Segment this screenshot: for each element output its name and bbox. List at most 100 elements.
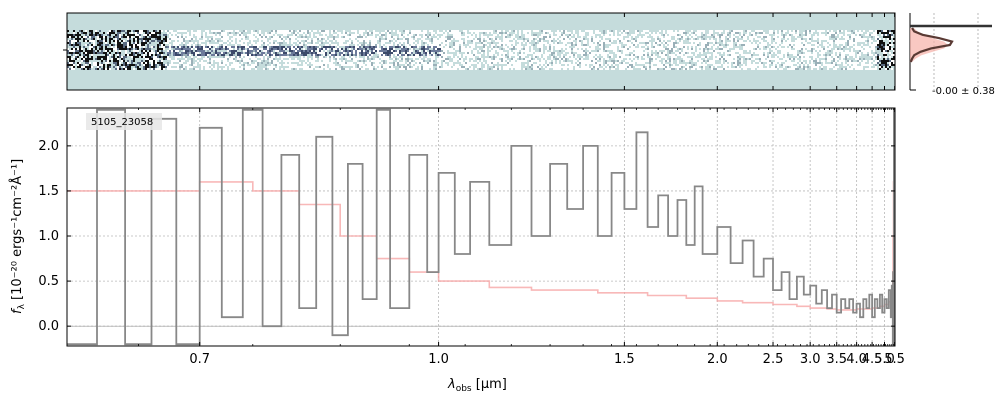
spectrum-2d-pixel [613,64,615,66]
spectrum-2d-pixel [177,56,179,58]
spectrum-2d-pixel [283,46,285,48]
spectrum-2d-pixel [435,50,437,52]
spectrum-2d-pixel [89,58,91,60]
spectrum-2d-pixel [413,66,415,68]
spectrum-2d-pixel [271,48,273,50]
spectrum-2d-pixel [511,48,513,50]
spectrum-2d-pixel [535,34,537,36]
spectrum-2d-pixel [195,34,197,36]
spectrum-2d-pixel [363,30,365,32]
spectrum-2d-pixel [291,66,293,68]
spectrum-2d-pixel [619,48,621,50]
spectrum-2d-pixel [451,54,453,56]
spectrum-2d-pixel [775,38,777,40]
spectrum-2d-pixel [519,52,521,54]
spectrum-2d-pixel [797,42,799,44]
spectrum-2d-pixel [757,68,759,70]
spectrum-2d-pixel [139,30,141,32]
spectrum-2d-pixel [375,44,377,46]
spectrum-2d-pixel [621,40,623,42]
spectrum-2d-pixel [719,32,721,34]
spectrum-2d-pixel [587,68,589,70]
spectrum-2d-pixel [473,30,475,32]
spectrum-2d-pixel [433,54,435,56]
spectrum-2d-pixel [561,38,563,40]
spectrum-2d-pixel [697,34,699,36]
spectrum-2d-pixel [353,38,355,40]
spectrum-2d-pixel [685,48,687,50]
spectrum-2d-pixel [663,32,665,34]
spectrum-2d-pixel [127,62,129,64]
spectrum-2d-pixel [133,54,135,56]
spectrum-2d-pixel [383,58,385,60]
spectrum-2d-pixel [229,46,231,48]
spectrum-2d-pixel [479,40,481,42]
spectrum-2d-pixel [119,62,121,64]
spectrum-2d-pixel [803,42,805,44]
spectrum-2d-pixel [759,30,761,32]
spectrum-2d-pixel [373,36,375,38]
spectrum-2d-pixel [337,68,339,70]
spectrum-2d-pixel [417,36,419,38]
spectrum-2d-pixel [283,48,285,50]
spectrum-2d-pixel [123,62,125,64]
spectrum-2d-pixel [235,32,237,34]
spectrum-2d-pixel [271,36,273,38]
spectrum-2d-pixel [643,52,645,54]
spectrum-2d-pixel [721,62,723,64]
spectrum-2d-pixel [743,36,745,38]
spectrum-2d-pixel [435,68,437,70]
spectrum-2d-pixel [275,54,277,56]
spectrum-2d-pixel [149,64,151,66]
spectrum-2d-pixel [511,62,513,64]
spectrum-2d-pixel [749,30,751,32]
spectrum-2d-pixel [279,48,281,50]
spectrum-2d-pixel [421,48,423,50]
spectrum-2d-pixel [505,36,507,38]
spectrum-2d-pixel [345,32,347,34]
spectrum-2d-pixel [159,48,161,50]
spectrum-2d-pixel [83,58,85,60]
spectrum-2d-pixel [405,36,407,38]
spectrum-2d-pixel [427,64,429,66]
spectrum-2d-pixel [253,32,255,34]
spectrum-2d-pixel [297,52,299,54]
spectrum-2d-pixel [277,66,279,68]
spectrum-2d-pixel [611,36,613,38]
spectrum-2d-pixel [513,42,515,44]
spectrum-2d-pixel [455,34,457,36]
spectrum-2d-pixel [775,36,777,38]
spectrum-2d-pixel [581,46,583,48]
spectrum-2d-pixel [217,32,219,34]
spectrum-2d-pixel [619,52,621,54]
spectrum-2d-pixel [115,36,117,38]
spectrum-2d-pixel [769,30,771,32]
spectrum-2d-pixel [559,66,561,68]
spectrum-2d-pixel [373,42,375,44]
spectrum-2d-pixel [719,50,721,52]
spectrum-2d-pixel [253,66,255,68]
spectrum-2d-pixel [181,36,183,38]
spectrum-2d-pixel [181,30,183,32]
spectrum-2d-pixel [377,58,379,60]
spectrum-2d-pixel [85,50,87,52]
spectrum-2d-pixel [117,60,119,62]
spectrum-2d-pixel [133,50,135,52]
spectrum-2d-pixel [429,42,431,44]
spectrum-2d-pixel [91,32,93,34]
spectrum-2d-pixel [719,30,721,32]
spectrum-2d-pixel [721,36,723,38]
spectrum-2d-pixel [495,58,497,60]
spectrum-2d-pixel [153,58,155,60]
spectrum-2d-pixel [101,52,103,54]
spectrum-2d-pixel [79,64,81,66]
spectrum-2d-pixel [705,46,707,48]
spectrum-2d-pixel [563,66,565,68]
spectrum-2d-pixel [363,52,365,54]
spectrum-2d-pixel [577,52,579,54]
spectrum-2d-pixel [415,66,417,68]
spectrum-2d-pixel [323,48,325,50]
spectrum-2d-pixel [277,64,279,66]
spectrum-2d-pixel [157,68,159,70]
spectrum-2d-pixel [175,60,177,62]
